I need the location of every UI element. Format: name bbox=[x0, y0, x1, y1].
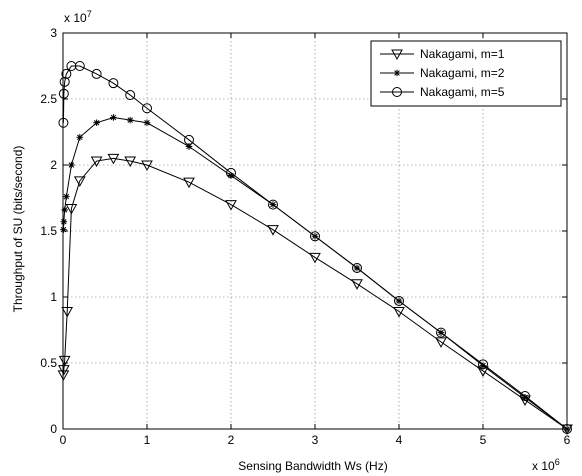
data-point bbox=[110, 114, 117, 121]
data-point bbox=[57, 370, 70, 381]
data-point bbox=[61, 206, 68, 214]
data-point bbox=[309, 252, 321, 264]
data-point bbox=[74, 61, 85, 71]
y-axis-multiplier: x 107 bbox=[64, 9, 92, 25]
data-point bbox=[268, 199, 278, 210]
series-line bbox=[62, 157, 568, 430]
data-point bbox=[435, 337, 447, 348]
y-tick-label: 1 bbox=[50, 290, 57, 304]
data-point bbox=[126, 116, 134, 124]
data-point bbox=[185, 143, 193, 150]
data-point bbox=[141, 160, 153, 172]
data-point bbox=[58, 117, 69, 128]
legend-entry: Nakagami, m=1 bbox=[380, 47, 505, 61]
data-point bbox=[90, 156, 103, 168]
y-tick-label: 2 bbox=[50, 158, 57, 172]
data-point bbox=[107, 153, 120, 165]
data-point bbox=[58, 88, 69, 99]
x-tick-label: 5 bbox=[480, 433, 487, 447]
data-point bbox=[68, 161, 75, 169]
y-tick-label: 0.5 bbox=[40, 356, 57, 370]
data-point bbox=[66, 61, 77, 71]
x-tick-label: 3 bbox=[312, 433, 319, 447]
x-tick-label: 1 bbox=[144, 433, 151, 447]
data-point bbox=[143, 119, 151, 127]
series-line bbox=[62, 65, 568, 430]
data-point bbox=[124, 156, 137, 168]
legend-label: Nakagami, m=1 bbox=[420, 47, 505, 61]
data-point bbox=[93, 119, 100, 127]
data-point bbox=[60, 226, 67, 233]
x-axis-label: Sensing Bandwidth Ws (Hz) bbox=[238, 459, 387, 473]
data-point bbox=[59, 76, 70, 87]
legend: Nakagami, m=1 Nakagami, m=2 Nakagami, m=5 bbox=[370, 40, 562, 107]
x-tick-label: 6 bbox=[564, 433, 571, 447]
y-tick-label: 1.5 bbox=[40, 224, 57, 238]
data-point bbox=[142, 103, 152, 114]
x-axis-multiplier: x 106 bbox=[532, 457, 560, 473]
y-axis-label: Throughput of SU (bits/second) bbox=[11, 146, 25, 313]
data-point bbox=[91, 68, 102, 79]
data-point bbox=[520, 391, 530, 401]
data-point bbox=[73, 176, 86, 187]
data-point bbox=[267, 225, 279, 236]
data-point bbox=[61, 307, 74, 318]
legend-label: Nakagami, m=5 bbox=[420, 85, 505, 99]
data-point bbox=[65, 204, 78, 215]
legend-marker bbox=[391, 49, 403, 61]
x-tick-label: 0 bbox=[60, 433, 67, 447]
data-point bbox=[108, 78, 119, 89]
legend-entry: Nakagami, m=5 bbox=[380, 85, 505, 99]
data-point bbox=[521, 394, 529, 401]
data-point bbox=[60, 218, 68, 226]
data-point bbox=[183, 177, 195, 189]
series-group bbox=[57, 61, 573, 436]
y-tick-label: 2.5 bbox=[40, 92, 57, 106]
data-point bbox=[226, 167, 236, 178]
data-point bbox=[63, 193, 70, 200]
data-point bbox=[125, 90, 136, 101]
data-point bbox=[562, 424, 572, 434]
data-point bbox=[479, 362, 487, 369]
data-point bbox=[394, 295, 404, 306]
axis-ticks: 0 1 2 3 4 5 6 0 0.5 1 1.5 2 2.5 3 bbox=[40, 26, 570, 447]
data-point bbox=[61, 68, 72, 79]
data-point bbox=[76, 133, 84, 141]
y-tick-label: 0 bbox=[50, 422, 57, 436]
data-point bbox=[352, 262, 362, 273]
data-point bbox=[57, 365, 70, 376]
data-point bbox=[351, 279, 363, 290]
data-point bbox=[393, 307, 405, 318]
legend-marker bbox=[393, 69, 401, 77]
data-point bbox=[436, 327, 446, 338]
data-point bbox=[310, 231, 320, 242]
y-tick-label: 3 bbox=[50, 26, 57, 40]
data-point bbox=[227, 172, 235, 179]
legend-label: Nakagami, m=2 bbox=[420, 66, 505, 80]
data-point bbox=[184, 134, 194, 145]
legend-entry: Nakagami, m=2 bbox=[380, 66, 505, 80]
data-point bbox=[58, 355, 71, 367]
x-tick-label: 2 bbox=[228, 433, 235, 447]
legend-marker bbox=[392, 87, 402, 97]
series-3 bbox=[58, 61, 572, 434]
x-tick-label: 4 bbox=[396, 433, 403, 447]
data-point bbox=[225, 200, 237, 211]
data-point bbox=[478, 359, 488, 370]
